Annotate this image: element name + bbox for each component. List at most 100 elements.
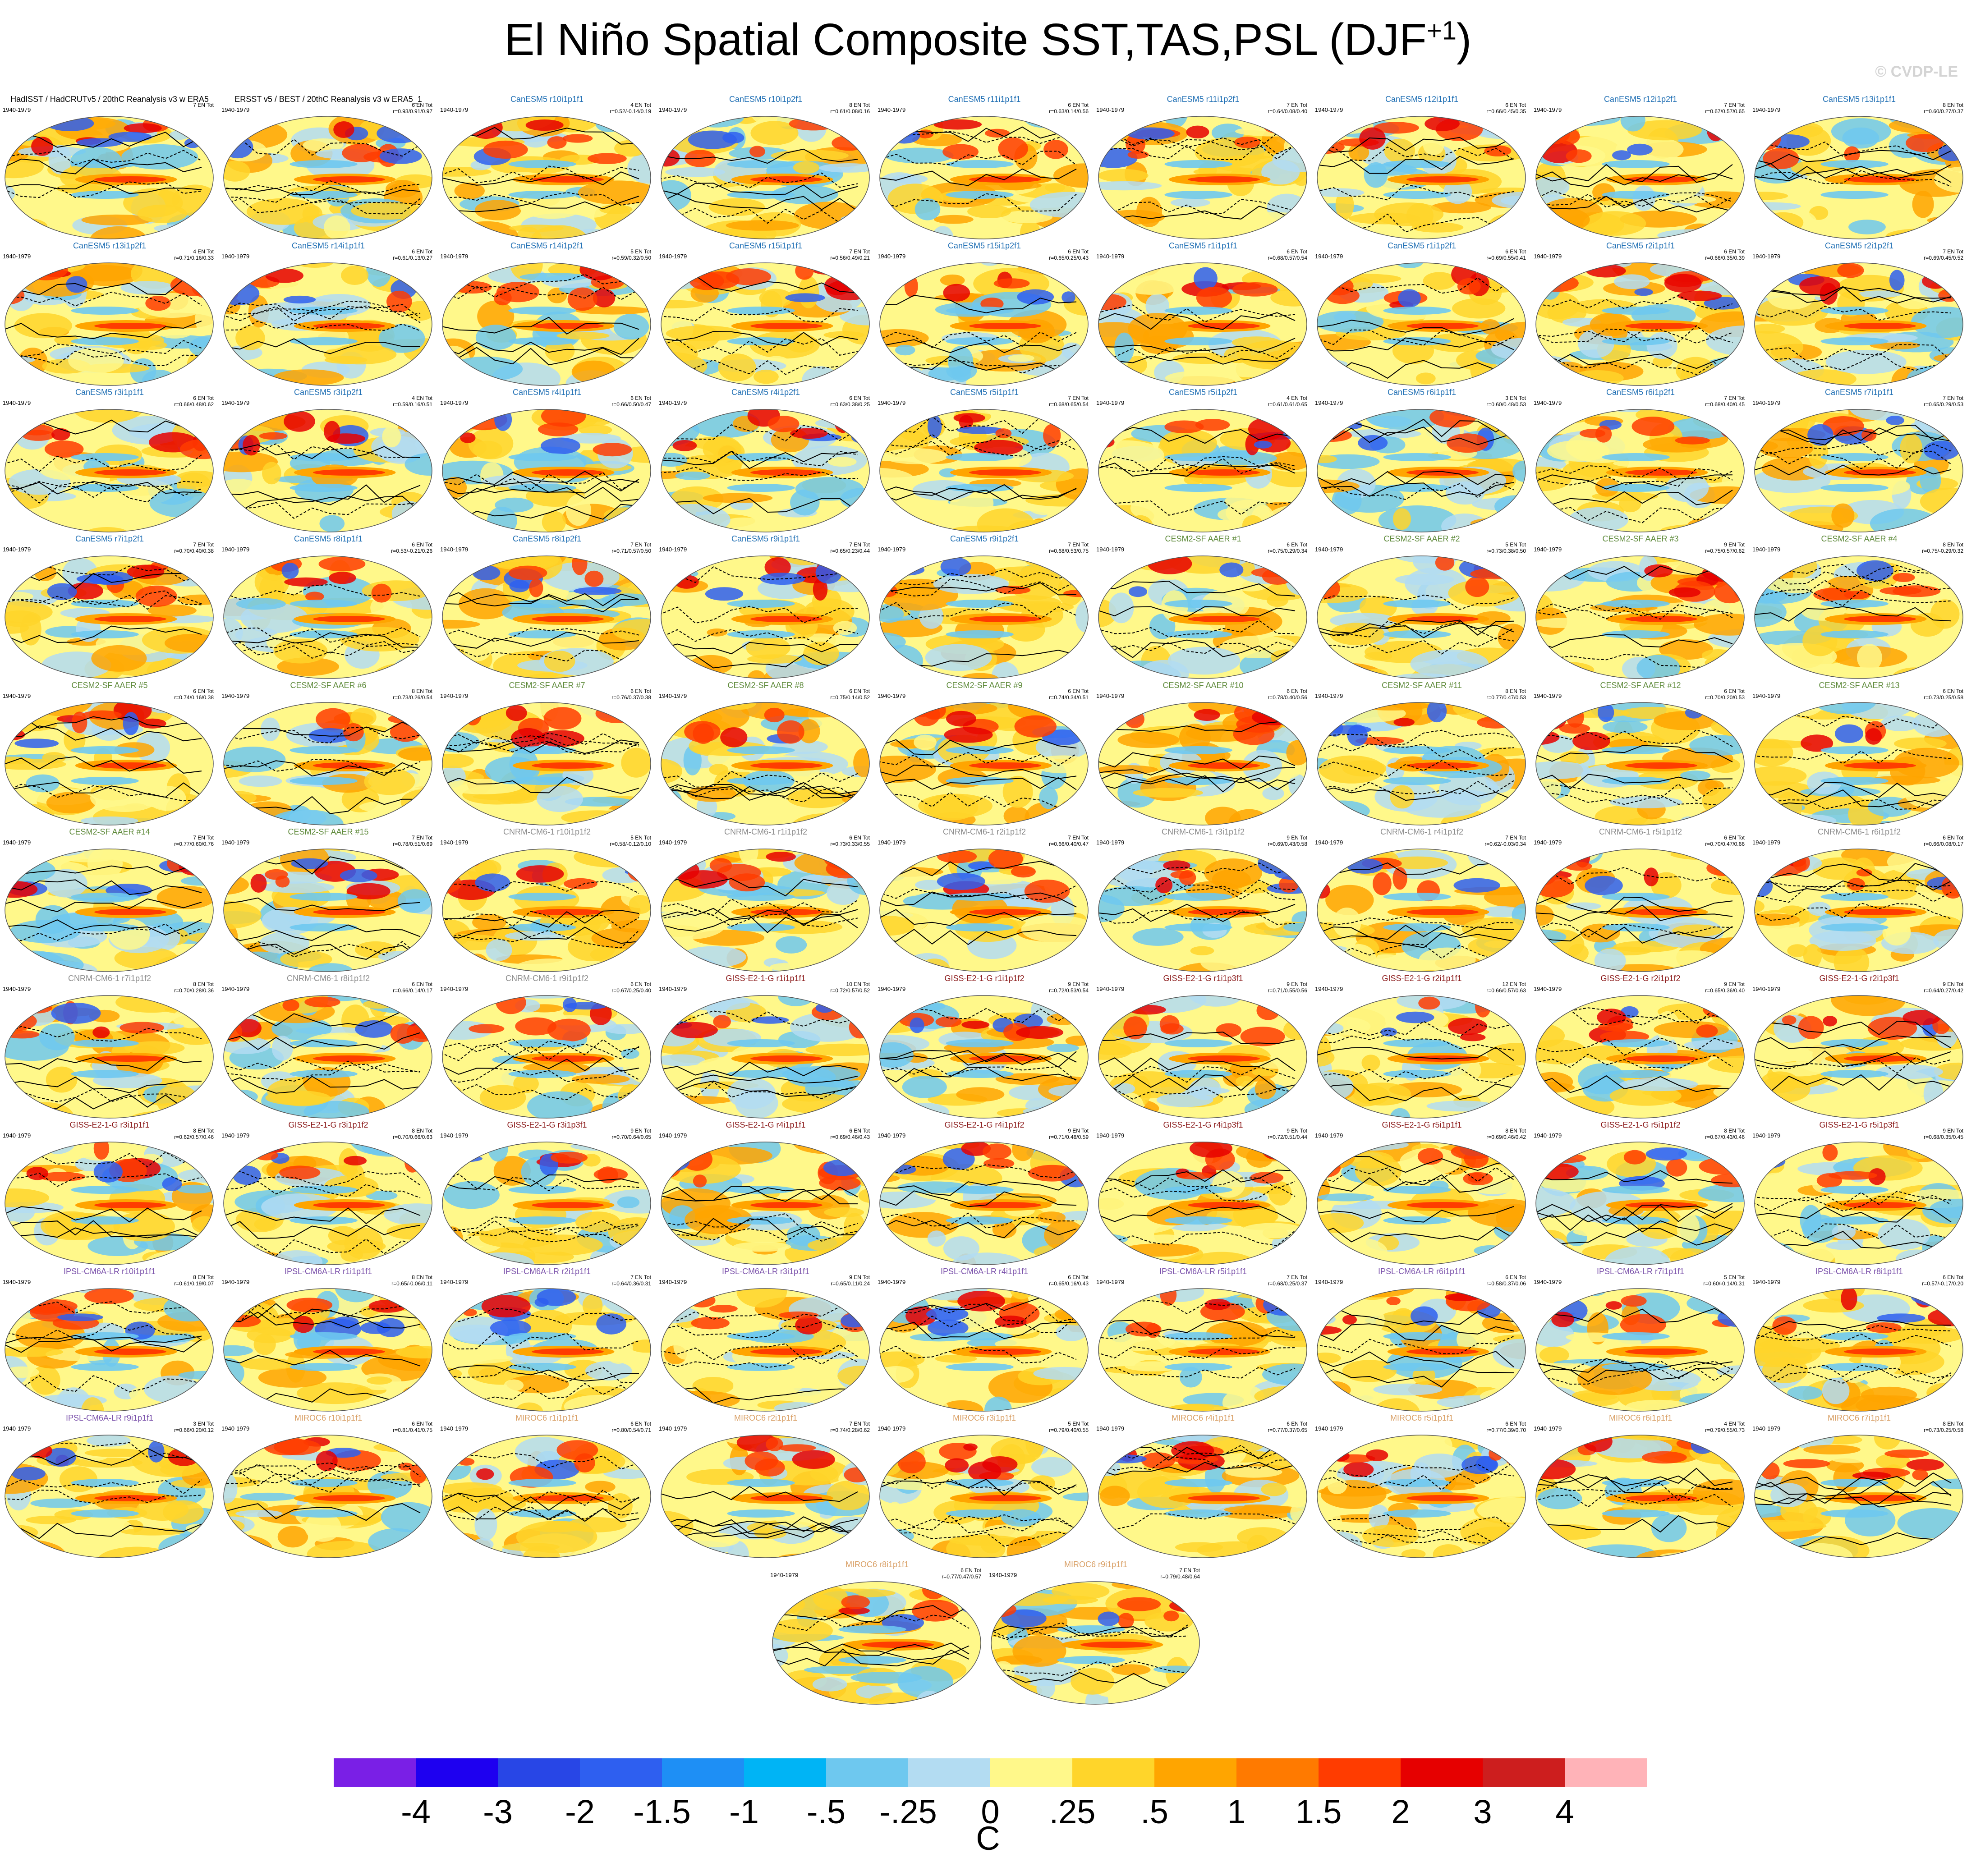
map-svg xyxy=(1098,262,1307,386)
panel-pattern-correlation: r=0.66/0.40/0.47 xyxy=(1049,841,1089,847)
panel-title: MIROC6 r8i1p1f1 xyxy=(845,1560,909,1569)
panel-period: 1940-1979 xyxy=(1752,106,1781,113)
panel-period: 1940-1979 xyxy=(440,1425,469,1432)
panel-map xyxy=(222,1286,434,1414)
map-svg xyxy=(5,1142,214,1265)
map-svg xyxy=(1535,409,1745,532)
colorbar-tick-label: 1 xyxy=(1227,1793,1246,1830)
panel-pattern-correlation: r=0.63/0.38/0.25 xyxy=(830,401,870,408)
panel-title: CanESM5 r12i1p1f1 xyxy=(1385,95,1459,104)
map-panel: MIROC6 r1i1p1f1 1940-1979 6 EN Tot r=0.80/0… xyxy=(439,1413,655,1562)
panel-event-count: 7 EN Tot xyxy=(849,541,870,548)
map-panel: CanESM5 r7i1p1f1 1940-1979 7 EN Tot r=0.65/… xyxy=(1751,388,1967,537)
map-svg xyxy=(1535,1142,1745,1265)
panel-pattern-correlation: r=0.66/0.57/0.63 xyxy=(1486,987,1526,994)
panel-map xyxy=(3,114,215,242)
panel-pattern-correlation: r=0.62/0.57/0.46 xyxy=(174,1134,214,1140)
panel-event-count: 7 EN Tot xyxy=(1287,102,1307,108)
panel-title: CESM2-SF AAER #8 xyxy=(727,681,804,690)
map-panel: CanESM5 r10i1p1f1 1940-1979 4 EN Tot r=0.52… xyxy=(439,95,655,243)
panel-period: 1940-1979 xyxy=(221,693,250,699)
panel-pattern-correlation: r=0.72/0.51/0.44 xyxy=(1268,1134,1307,1140)
panel-period: 1940-1979 xyxy=(3,1279,31,1285)
colorbar-tick-label: -2 xyxy=(565,1793,595,1830)
panel-stats: 4 EN Tot r=0.61/0.61/0.65 xyxy=(1268,395,1307,408)
map-panel: CNRM-CM6-1 r4i1p1f2 1940-1979 7 EN Tot r=0.… xyxy=(1314,827,1530,976)
panel-title: CNRM-CM6-1 r6i1p1f2 xyxy=(1817,827,1901,836)
panel-map xyxy=(1753,260,1965,388)
panel-pattern-correlation: r=0.68/0.25/0.37 xyxy=(1268,1280,1307,1287)
colorbar-swatch xyxy=(1319,1758,1401,1787)
panel-map xyxy=(222,993,434,1121)
map-panel: CNRM-CM6-1 r8i1p1f2 1940-1979 6 EN Tot r=0.… xyxy=(221,974,436,1123)
panel-map xyxy=(1753,846,1965,974)
panel-map xyxy=(659,1432,871,1560)
map-panel: CanESM5 r3i1p1f1 1940-1979 6 EN Tot r=0.66/… xyxy=(2,388,217,537)
panel-title: IPSL-CM6A-LR r10i1p1f1 xyxy=(63,1267,156,1276)
panel-title: CanESM5 r15i1p2f1 xyxy=(947,241,1021,250)
panel-map xyxy=(1753,114,1965,242)
panel-stats: 9 EN Tot r=0.72/0.53/0.54 xyxy=(1049,981,1089,994)
panel-event-count: 4 EN Tot xyxy=(630,102,651,108)
panel-stats: 9 EN Tot r=0.70/0.64/0.65 xyxy=(611,1128,651,1140)
panel-period: 1940-1979 xyxy=(440,1279,469,1285)
panel-stats: 6 EN Tot r=0.70/0.20/0.53 xyxy=(1705,688,1745,701)
panel-event-count: 9 EN Tot xyxy=(1287,981,1307,987)
panel-stats: 6 EN Tot r=0.66/0.50/0.47 xyxy=(611,395,651,408)
map-panel: CanESM5 r2i1p1f1 1940-1979 6 EN Tot r=0.66/… xyxy=(1533,241,1748,390)
panel-period: 1940-1979 xyxy=(1315,693,1343,699)
map-panel: GISS-E2-1-G r5i1p1f1 1940-1979 8 EN Tot r=0… xyxy=(1314,1120,1530,1269)
panel-period: 1940-1979 xyxy=(1315,1279,1343,1285)
panel-map xyxy=(1753,407,1965,535)
map-panel: GISS-E2-1-G r4i1p3f1 1940-1979 9 EN Tot r=0… xyxy=(1095,1120,1311,1269)
colorbar-tick-label: -4 xyxy=(401,1793,431,1830)
panel-event-count: 7 EN Tot xyxy=(1724,395,1745,401)
panel-title: GISS-E2-1-G r1i1p1f1 xyxy=(726,974,806,983)
panel-pattern-correlation: r=0.71/0.16/0.33 xyxy=(174,255,214,261)
panel-pattern-correlation: r=0.58/-0.12/0.10 xyxy=(610,841,651,847)
panel-title: IPSL-CM6A-LR r4i1p1f1 xyxy=(940,1267,1029,1276)
map-panel: CESM2-SF AAER #2 1940-1979 5 EN Tot r=0.73/… xyxy=(1314,534,1530,683)
panel-stats: 6 EN Tot r=0.66/0.45/0.35 xyxy=(1486,102,1526,115)
colorbar-tick-label: -.5 xyxy=(806,1793,846,1830)
panel-period: 1940-1979 xyxy=(1096,253,1125,260)
panel-title: CESM2-SF AAER #14 xyxy=(69,827,150,836)
panel-stats: 10 EN Tot r=0.72/0.57/0.52 xyxy=(830,981,870,994)
panel-title: CNRM-CM6-1 r5i1p1f2 xyxy=(1599,827,1682,836)
map-svg xyxy=(5,1288,214,1412)
panel-period: 1940-1979 xyxy=(440,546,469,553)
panel-event-count: 6 EN Tot xyxy=(1943,835,1963,841)
map-svg xyxy=(442,995,651,1119)
panel-pattern-correlation: r=0.75/0.29/0.34 xyxy=(1268,548,1307,554)
panel-pattern-correlation: r=0.68/0.65/0.54 xyxy=(1049,401,1089,408)
map-panel: CNRM-CM6-1 r7i1p1f2 1940-1979 8 EN Tot r=0.… xyxy=(2,974,217,1123)
panel-pattern-correlation: r=0.60/0.48/0.53 xyxy=(1486,401,1526,408)
panel-title: IPSL-CM6A-LR r5i1p1f1 xyxy=(1159,1267,1247,1276)
panel-event-count: 7 EN Tot xyxy=(1943,248,1963,255)
panel-event-count: 9 EN Tot xyxy=(1068,1128,1089,1134)
panel-map xyxy=(441,993,653,1121)
panel-pattern-correlation: r=0.75/0.57/0.62 xyxy=(1705,548,1745,554)
panel-period: 1940-1979 xyxy=(3,399,31,406)
panel-pattern-correlation: r=0.69/0.46/0.42 xyxy=(1486,1134,1526,1140)
panel-event-count: 6 EN Tot xyxy=(1287,1421,1307,1427)
panel-period: 1940-1979 xyxy=(1315,1425,1343,1432)
panel-map xyxy=(1097,700,1309,828)
panel-pattern-correlation: r=0.66/0.20/0.12 xyxy=(174,1427,214,1433)
map-svg xyxy=(1098,702,1307,826)
panel-event-count: 8 EN Tot xyxy=(1943,1421,1963,1427)
panel-pattern-correlation: r=0.74/0.34/0.51 xyxy=(1049,694,1089,701)
panel-stats: 9 EN Tot r=0.68/0.35/0.45 xyxy=(1924,1128,1963,1140)
panel-map xyxy=(1315,114,1527,242)
map-panel: CanESM5 r15i1p1f1 1940-1979 7 EN Tot r=0.56… xyxy=(658,241,873,390)
panel-event-count: 4 EN Tot xyxy=(1287,395,1307,401)
map-svg xyxy=(1535,262,1745,386)
map-panel: IPSL-CM6A-LR r9i1p1f1 1940-1979 3 EN Tot r=… xyxy=(2,1413,217,1562)
map-svg xyxy=(661,409,870,532)
panel-stats: 6 EN Tot r=0.70/0.47/0.66 xyxy=(1705,835,1745,847)
panel-period: 1940-1979 xyxy=(3,1132,31,1139)
panel-period: 1940-1979 xyxy=(1752,1279,1781,1285)
panel-period: 1940-1979 xyxy=(1096,1132,1125,1139)
panel-pattern-correlation: r=0.79/0.48/0.64 xyxy=(1160,1573,1200,1580)
panel-map xyxy=(659,700,871,828)
